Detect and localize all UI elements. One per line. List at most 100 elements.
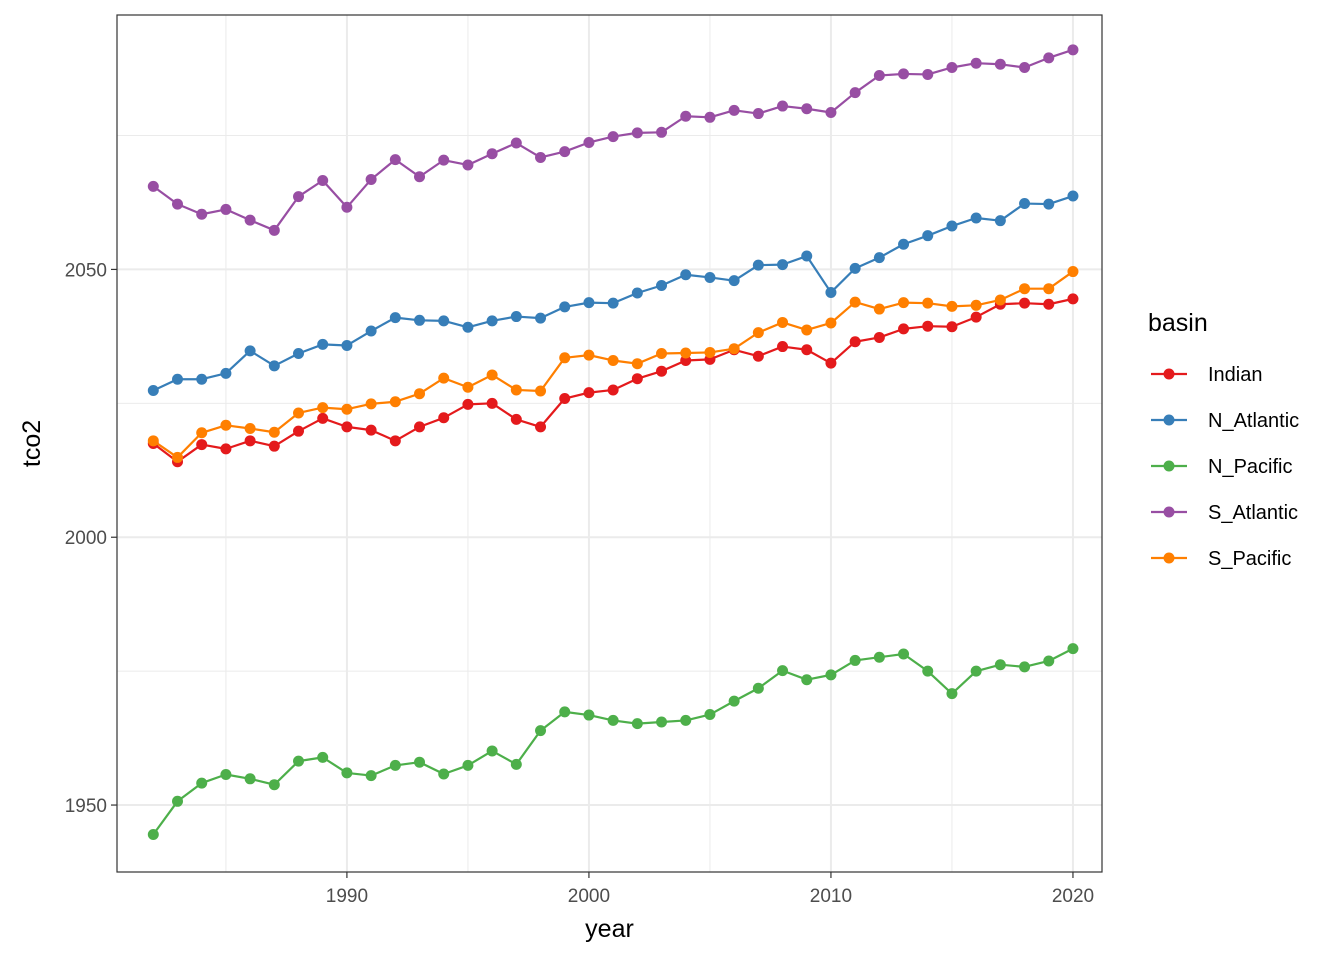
data-point-n-pacific [849,654,861,666]
data-point-n-atlantic [607,297,619,309]
data-point-s-pacific [1043,283,1055,295]
data-point-s-atlantic [922,68,934,80]
data-point-indian [970,311,982,323]
data-point-s-pacific [268,426,280,438]
data-point-n-pacific [704,709,716,721]
data-point-s-pacific [389,396,401,408]
data-point-n-atlantic [656,279,668,291]
data-point-s-atlantic [196,208,208,220]
data-point-indian [1043,298,1055,310]
data-point-s-pacific [510,384,522,396]
data-point-n-atlantic [147,384,159,396]
data-point-s-pacific [462,381,474,393]
data-point-n-atlantic [559,301,571,313]
data-point-n-pacific [389,759,401,771]
data-point-s-atlantic [172,198,183,210]
data-point-s-pacific [535,385,547,397]
data-point-indian [244,435,256,447]
data-point-n-pacific [268,779,280,791]
data-point-indian [656,365,668,377]
data-point-indian [631,373,643,385]
data-point-n-atlantic [341,339,353,351]
legend: basin Indian N_Atlantic N_Pacific S_Atlanti… [1148,309,1299,570]
data-point-indian [486,397,498,409]
data-point-n-atlantic [801,250,813,262]
data-point-s-pacific [801,324,813,336]
x-tick-label: 2020 [1052,886,1094,907]
data-point-s-pacific [777,316,789,328]
data-point-n-pacific [1043,655,1055,667]
data-point-s-atlantic [510,137,522,149]
data-point-s-pacific [486,369,498,381]
data-point-s-atlantic [825,106,837,118]
data-point-s-pacific [680,347,692,359]
data-point-s-atlantic [704,111,716,123]
data-point-indian [1019,297,1031,309]
data-point-n-pacific [220,769,232,781]
data-point-indian [898,323,910,335]
data-point-n-pacific [728,695,740,707]
legend-key-point-n-atlantic [1163,414,1175,426]
data-point-s-pacific [849,296,861,308]
data-point-n-pacific [656,716,668,728]
data-point-s-atlantic [607,131,619,143]
data-point-s-pacific [704,346,716,358]
data-point-n-pacific [777,665,789,677]
data-point-indian [438,412,450,424]
data-point-s-atlantic [1043,52,1055,64]
data-point-n-pacific [244,773,256,785]
data-point-n-atlantic [994,215,1006,227]
legend-label-s-atlantic: S_Atlantic [1208,502,1298,524]
data-point-n-pacific [583,709,595,721]
legend-label-n-pacific: N_Pacific [1208,456,1292,478]
data-point-n-atlantic [365,325,377,337]
data-point-s-pacific [559,352,571,364]
data-point-n-atlantic [970,212,982,224]
data-point-s-atlantic [946,61,958,73]
data-point-n-atlantic [922,230,934,242]
legend-key-point-s-pacific [1163,552,1175,564]
data-point-indian [462,398,474,410]
data-point-n-atlantic [946,220,958,232]
data-point-s-pacific [172,451,183,463]
data-point-n-atlantic [704,271,716,283]
data-point-s-atlantic [220,203,232,215]
data-point-n-atlantic [220,367,232,379]
data-point-s-pacific [946,300,958,312]
data-point-s-atlantic [535,151,547,163]
data-point-s-atlantic [849,87,861,99]
data-point-s-pacific [1019,283,1031,295]
data-point-indian [510,413,522,425]
data-point-n-atlantic [849,262,861,274]
data-point-n-pacific [607,714,619,726]
legend-label-s-pacific: S_Pacific [1208,548,1291,570]
data-point-indian [873,331,885,343]
data-point-indian [220,443,232,455]
data-point-s-atlantic [244,214,256,226]
y-tick-label: 2050 [65,260,107,281]
data-point-n-pacific [438,768,450,780]
data-point-n-pacific [293,755,305,767]
data-point-n-atlantic [898,238,910,250]
x-axis: 1990 2000 2010 2020 [326,872,1094,907]
legend-key-point-s-atlantic [1163,506,1175,518]
data-point-s-atlantic [728,104,740,116]
data-point-s-atlantic [462,159,474,171]
data-point-indian [389,435,401,447]
data-point-n-pacific [946,688,958,700]
data-point-indian [825,357,837,369]
data-point-n-pacific [873,651,885,663]
data-point-s-atlantic [438,154,450,166]
data-point-n-atlantic [777,259,789,271]
data-point-indian [341,421,353,433]
data-point-n-pacific [752,682,764,694]
data-point-s-pacific [583,349,595,361]
data-point-n-atlantic [317,338,329,350]
data-point-n-pacific [1067,643,1079,655]
data-point-n-pacific [1019,661,1031,673]
data-point-s-pacific [317,402,329,414]
x-tick-label: 2000 [568,886,610,907]
legend-key-point-n-pacific [1163,460,1175,472]
